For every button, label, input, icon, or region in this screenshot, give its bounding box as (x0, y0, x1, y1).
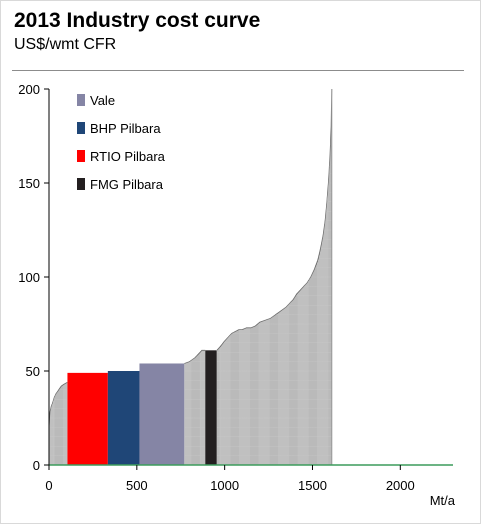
y-tick-label: 0 (33, 458, 40, 473)
chart-title: 2013 Industry cost curve (14, 9, 261, 32)
bar-rtio-pilbara (67, 372, 108, 465)
title-divider (12, 70, 464, 71)
y-tick-label: 200 (18, 82, 40, 97)
curve-layer (48, 88, 333, 465)
y-tick-label: 100 (18, 270, 40, 285)
x-tick-label: 0 (45, 478, 52, 493)
x-tick-label: 2000 (386, 478, 415, 493)
legend-layer: Vale BHP Pilbara RTIO Pilbara FMG Pilbara (77, 93, 166, 192)
legend-label-vale: Vale (90, 93, 115, 108)
x-tick-label: 1000 (210, 478, 239, 493)
bar-vale (139, 363, 185, 465)
x-tick-label: 500 (126, 478, 148, 493)
legend-swatch-bhp-pilbara (77, 122, 85, 134)
legend-swatch-rtio-pilbara (77, 150, 85, 162)
bar-bhp-pilbara (107, 371, 140, 465)
legend-label-rtio-pilbara: RTIO Pilbara (90, 149, 166, 164)
y-tick-label: 50 (26, 364, 40, 379)
x-tick-label: 1500 (298, 478, 327, 493)
legend-swatch-vale (77, 94, 85, 106)
x-axis-label: Mt/a (430, 493, 456, 508)
chart-subtitle: US$/wmt CFR (14, 36, 117, 53)
highlight-layer (67, 350, 217, 465)
legend-label-bhp-pilbara: BHP Pilbara (90, 121, 161, 136)
bar-fmg-pilbara (205, 350, 217, 465)
legend-swatch-fmg-pilbara (77, 178, 85, 190)
legend-label-fmg-pilbara: FMG Pilbara (90, 177, 164, 192)
curve-outline (48, 88, 333, 428)
y-tick-label: 150 (18, 176, 40, 191)
